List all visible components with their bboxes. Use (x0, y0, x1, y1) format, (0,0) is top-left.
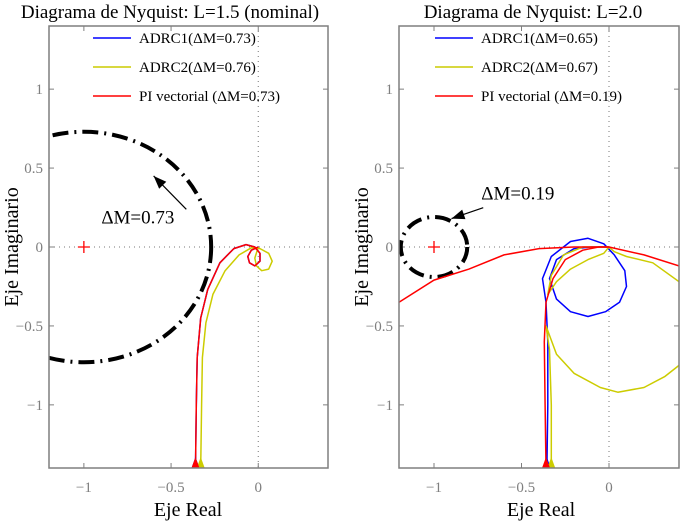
right-series-adrc2-legend-label: ADRC2(ΔM=0.67) (481, 60, 598, 76)
left-margin-annotation: ΔM=0.73 (101, 207, 174, 228)
right-y-tick-label: 0 (386, 240, 394, 256)
right-annotation-arrowhead (451, 209, 466, 220)
left-y-tick-label: 0.5 (24, 161, 43, 177)
right-series-pi-direction-marker (542, 457, 550, 468)
right-y-tick-label: −1 (377, 398, 393, 414)
left-series-pi-line (194, 243, 261, 468)
right-series-pi-branch (399, 246, 609, 303)
right-y-tick-label: 0.5 (374, 161, 393, 177)
left-series-pi-direction-marker (191, 457, 200, 468)
left-axes-box (48, 25, 329, 469)
right-series-adrc2-direction-marker (547, 457, 556, 468)
right-y-axis-label: Eje Imaginario (351, 187, 373, 306)
right-series-adrc1-legend-label: ADRC1(ΔM=0.65) (481, 31, 598, 47)
right-series-pi-legend-label: PI vectorial (ΔM=0.19) (481, 89, 622, 105)
right-axes-box (398, 25, 680, 469)
left-y-axis-label: Eje Imaginario (1, 187, 23, 306)
left-x-tick-label: −1 (76, 480, 92, 496)
right-x-tick-label: −1 (426, 480, 442, 496)
left-x-tick-label: 0 (255, 480, 263, 496)
left-series-adrc2-legend-label: ADRC2(ΔM=0.76) (139, 60, 256, 76)
right-plot-title: Diagrama de Nyquist: L=2.0 (424, 2, 643, 23)
right-stability-margin-circle (399, 215, 470, 279)
left-plot-title: Diagrama de Nyquist: L=1.5 (nominal) (21, 2, 319, 23)
right-x-tick-label: 0 (605, 480, 613, 496)
right-critical-point-marker (428, 241, 440, 253)
right-series-pi-line (543, 246, 679, 468)
right-series-adrc2-line (545, 246, 679, 468)
left-y-tick-label: 1 (36, 82, 44, 98)
right-series-adrc1-line (541, 237, 628, 468)
left-annotation-arrowhead (153, 175, 167, 189)
right-y-tick-label: 1 (386, 82, 394, 98)
left-y-tick-label: −0.5 (16, 319, 43, 335)
left-x-axis-label: Eje Real (154, 499, 223, 521)
left-stability-margin-circle (49, 129, 214, 365)
left-series-adrc1-legend-label: ADRC1(ΔM=0.73) (139, 31, 256, 47)
left-y-tick-label: −1 (27, 398, 43, 414)
left-nyquist-plot: Diagrama de Nyquist: L=1.5 (nominal) Eje… (1, 2, 329, 521)
right-margin-annotation: ΔM=0.19 (481, 184, 554, 205)
right-y-tick-label: −0.5 (366, 319, 393, 335)
right-x-tick-label: −0.5 (508, 480, 535, 496)
left-plot-area (49, 129, 273, 468)
left-series-pi-legend-label: PI vectorial (ΔM=0.73) (139, 89, 280, 105)
right-nyquist-plot: Diagrama de Nyquist: L=2.0 Eje Real Eje … (351, 2, 680, 521)
left-series-adrc2-direction-marker (196, 457, 205, 468)
left-y-tick-label: 0 (36, 240, 44, 256)
right-x-axis-label: Eje Real (507, 499, 576, 521)
left-critical-point-marker (77, 241, 90, 253)
right-plot-area (399, 215, 679, 468)
left-x-tick-label: −0.5 (157, 480, 184, 496)
